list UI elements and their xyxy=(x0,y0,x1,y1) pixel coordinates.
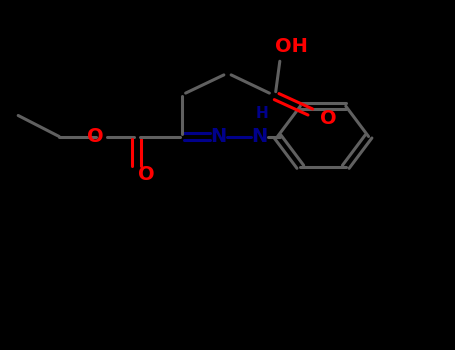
Text: O: O xyxy=(320,109,337,128)
Text: O: O xyxy=(138,166,155,184)
Text: N: N xyxy=(210,127,227,146)
Text: O: O xyxy=(87,127,104,146)
Text: N: N xyxy=(251,127,268,146)
Text: OH: OH xyxy=(275,37,308,56)
Text: H: H xyxy=(255,106,268,121)
